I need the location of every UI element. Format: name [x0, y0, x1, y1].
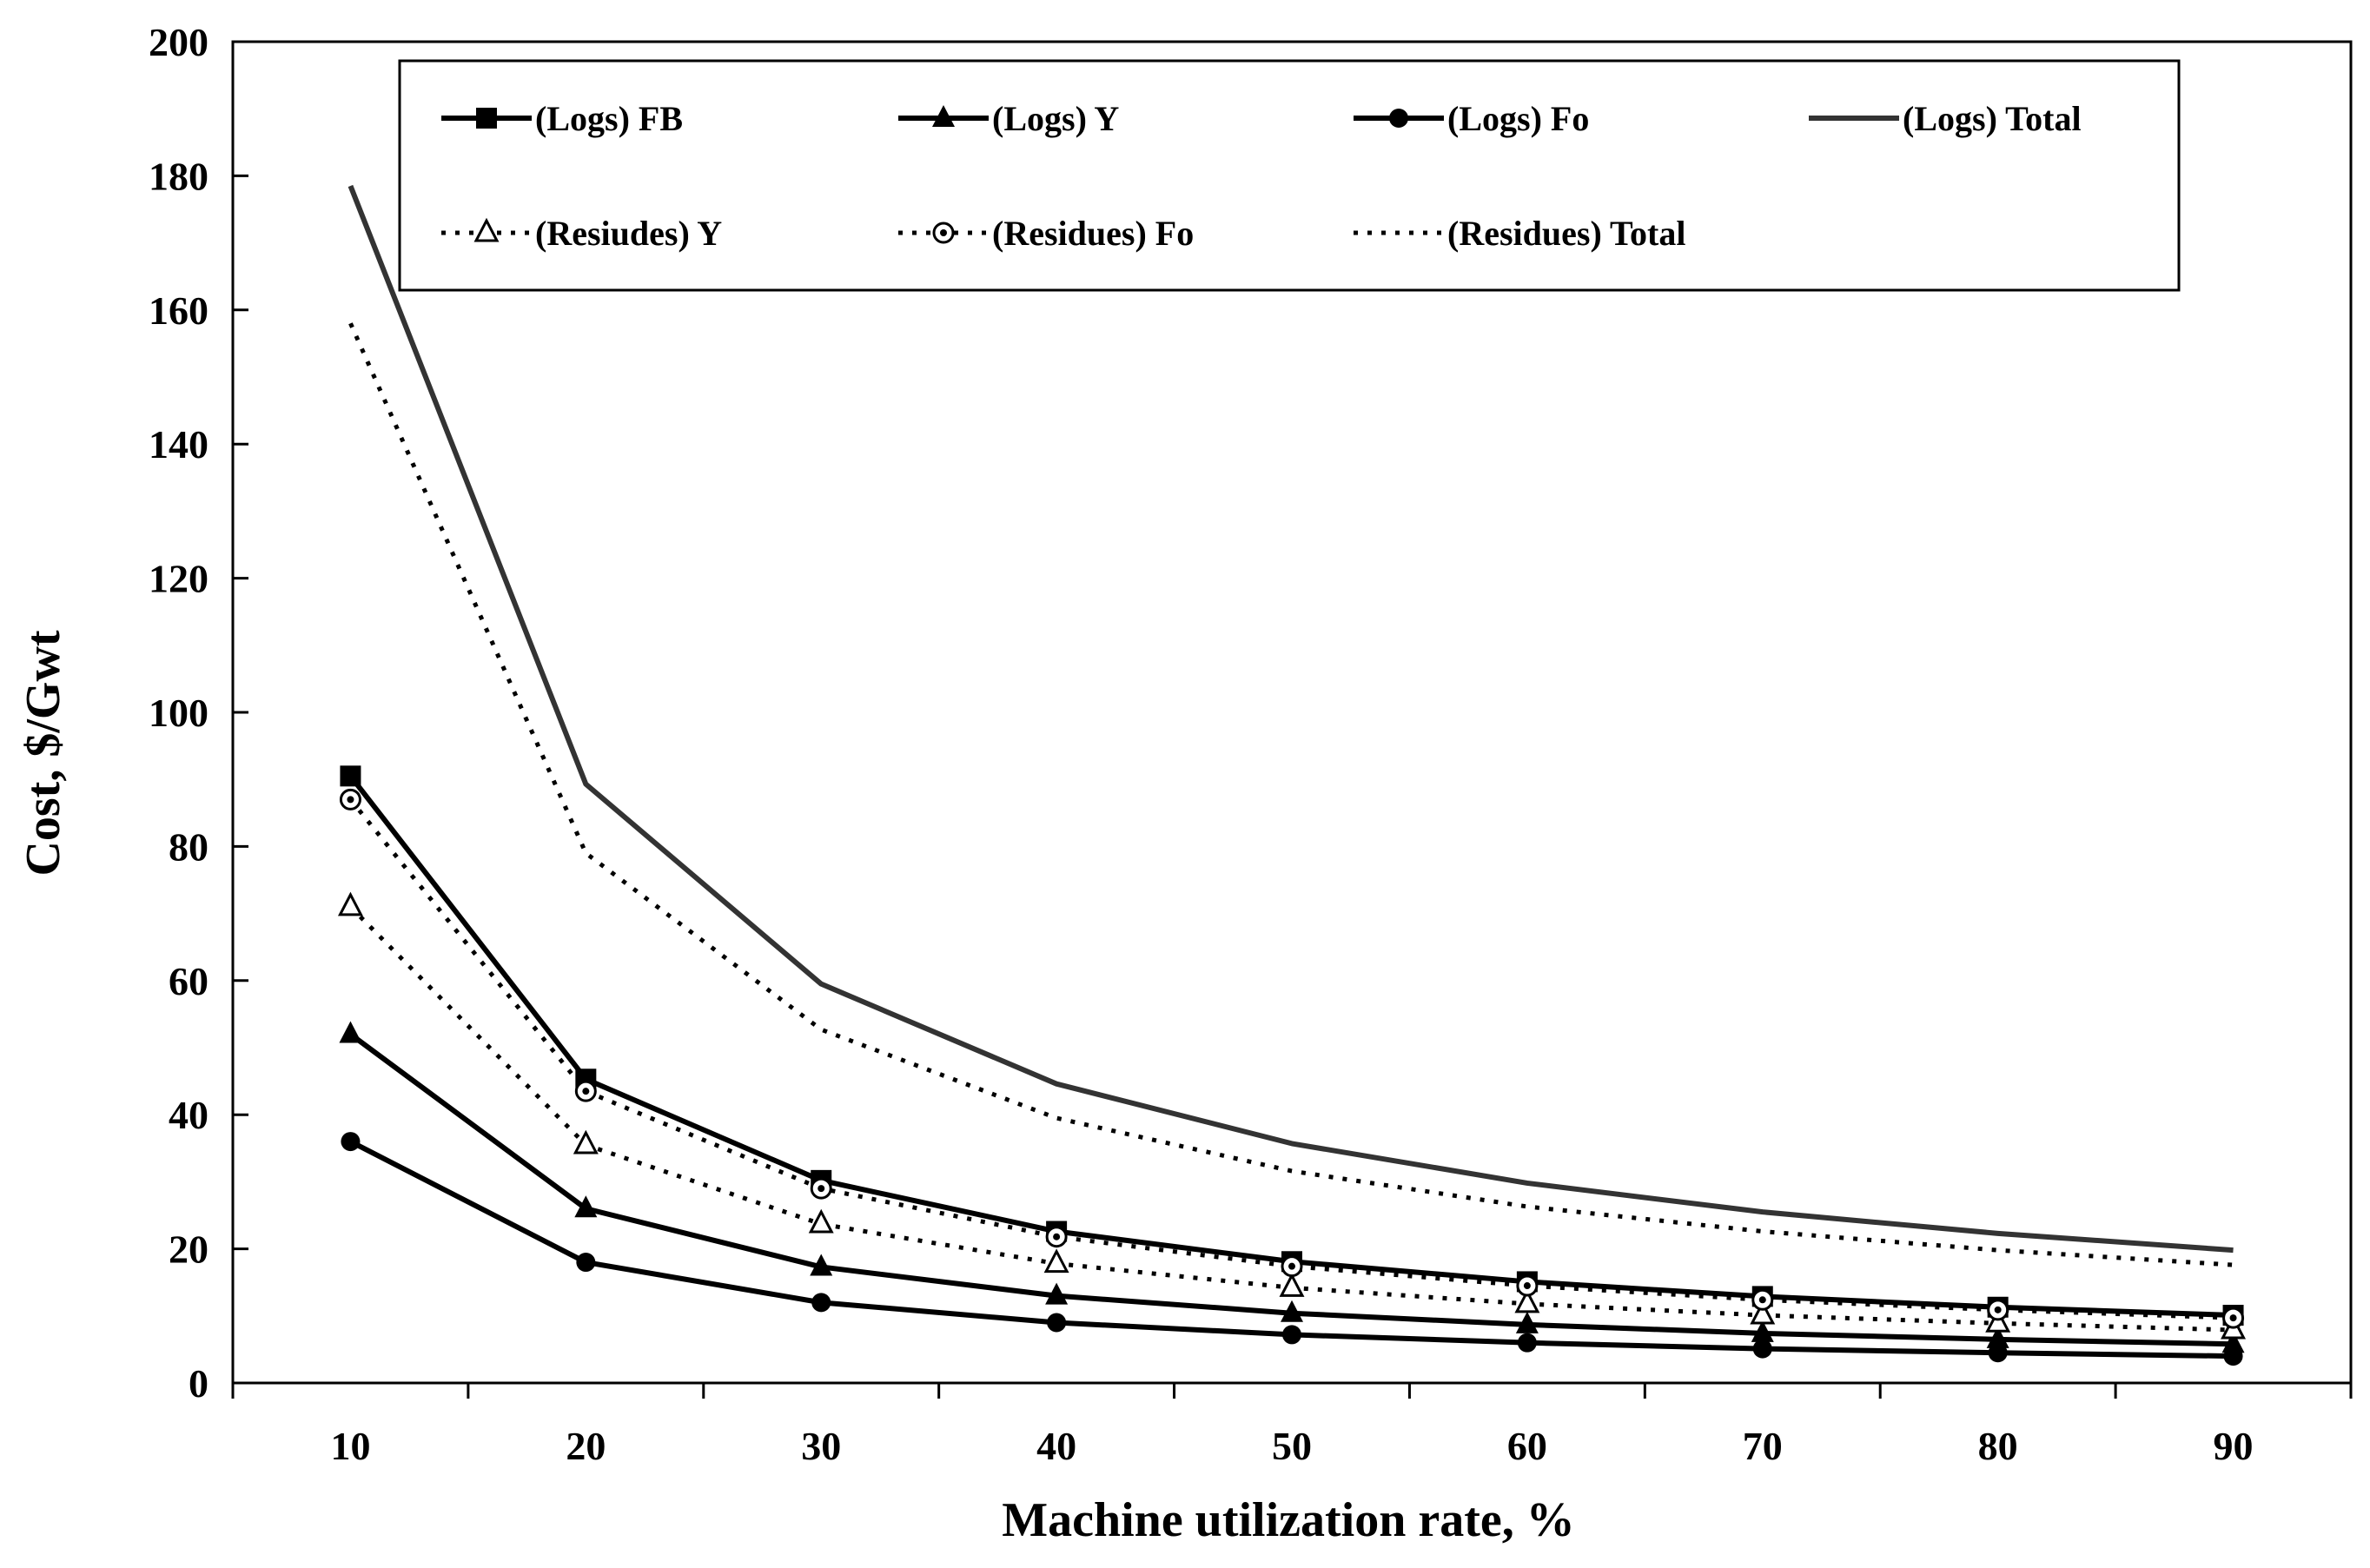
- series-line: [349, 1139, 2234, 1360]
- axes: 0 20 40 60 80 100 120 140 160 180 200 10 20 30 40 50 60 7…: [149, 20, 2353, 1468]
- series-residues-fo: [339, 788, 2245, 1329]
- legend: (Logs) FB (Logs) Y (Logs) Fo (Logs) Total (R…: [398, 59, 2181, 292]
- data-point: [1282, 1325, 1301, 1345]
- data-point: [1281, 1255, 1303, 1278]
- y-tick-label: 60: [169, 959, 209, 1003]
- data-point: [810, 1177, 832, 1200]
- y-tick-label: 160: [149, 288, 209, 333]
- legend-entry-logs-fb: (Logs) FB: [441, 99, 683, 138]
- series-logs-fb: [340, 765, 2244, 1327]
- legend-marker: [932, 222, 955, 244]
- series-logs-fo: [341, 1132, 2243, 1366]
- data-point: [1986, 1326, 2009, 1348]
- x-tick-label: 70: [1743, 1424, 1783, 1468]
- x-tick-label: 60: [1507, 1424, 1547, 1468]
- series-line: [348, 184, 2234, 1254]
- legend-label: (Logs) Y: [992, 99, 1119, 138]
- data-point: [337, 891, 363, 916]
- legend-label: (Residues) Total: [1447, 214, 1686, 253]
- x-tick-label: 80: [1978, 1424, 2018, 1468]
- data-point: [1047, 1313, 1067, 1333]
- legend-entry-logs-fo: (Logs) Fo: [1354, 99, 1589, 138]
- x-tick-label: 40: [1036, 1424, 1076, 1468]
- y-tick-label: 40: [169, 1093, 209, 1137]
- x-tick-label: 50: [1272, 1424, 1312, 1468]
- data-point: [1516, 1274, 1539, 1297]
- data-point: [1279, 1273, 1305, 1297]
- legend-marker: [932, 105, 955, 127]
- y-tick-label: 20: [169, 1227, 209, 1272]
- data-point: [340, 765, 361, 787]
- data-point: [1985, 1308, 2011, 1333]
- data-point: [2222, 1307, 2245, 1329]
- y-tick-label: 100: [149, 691, 209, 735]
- y-tick-label: 80: [169, 824, 209, 869]
- data-point: [1045, 1226, 1068, 1248]
- data-point: [1043, 1248, 1069, 1274]
- data-point: [2223, 1346, 2243, 1366]
- data-point: [1517, 1333, 1537, 1353]
- data-point: [1988, 1343, 2008, 1363]
- data-point: [1281, 1300, 1303, 1322]
- series-resiudes-y: [337, 891, 2247, 1340]
- data-point: [1751, 1320, 1774, 1342]
- x-axis-title: Machine utilization rate, %: [1002, 1493, 1574, 1547]
- y-tick-label: 120: [149, 557, 209, 601]
- legend-entry-residues-fo: (Residues) Fo: [898, 214, 1194, 253]
- data-point: [810, 1254, 833, 1276]
- data-point: [576, 1253, 596, 1273]
- y-tick-label: 140: [149, 422, 209, 466]
- x-tick-label: 90: [2214, 1424, 2254, 1468]
- data-point: [1750, 1300, 1776, 1325]
- legend-marker: [473, 217, 500, 242]
- legend-marker: [1389, 109, 1408, 128]
- data-point: [1515, 1311, 1539, 1333]
- series-line: [348, 797, 2234, 1320]
- data-point: [574, 1080, 597, 1102]
- legend-label: (Logs) Total: [1903, 99, 2082, 138]
- data-point: [339, 1021, 362, 1043]
- series-line: [348, 322, 2234, 1267]
- data-point: [573, 1129, 599, 1154]
- series-logs-y: [339, 1021, 2245, 1353]
- series-residues-total: [348, 322, 2234, 1267]
- data-point: [341, 1132, 361, 1152]
- data-point: [1514, 1288, 1540, 1313]
- data-point: [574, 1195, 598, 1218]
- data-point: [811, 1293, 831, 1313]
- legend-entry-resiudes-y: (Resiudes) Y: [441, 214, 722, 253]
- legend-entry-logs-total: (Logs) Total: [1809, 99, 2082, 138]
- legend-marker: [476, 108, 497, 129]
- x-tick-label: 20: [566, 1424, 606, 1468]
- y-tick-label: 0: [189, 1361, 209, 1406]
- x-tick-label: 30: [801, 1424, 841, 1468]
- data-point: [1751, 1288, 1774, 1311]
- data-point: [1752, 1339, 1772, 1359]
- series-line: [348, 1032, 2234, 1347]
- legend-label: (Logs) Fo: [1447, 99, 1589, 138]
- series-line: [348, 774, 2234, 1319]
- y-tick-label: 180: [149, 154, 209, 198]
- legend-label: (Resiudes) Y: [535, 214, 722, 253]
- x-tick-label: 10: [330, 1424, 370, 1468]
- y-tick-label: 200: [149, 20, 209, 64]
- legend-entry-residues-total: (Residues) Total: [1354, 214, 1686, 253]
- data-point: [2221, 1331, 2245, 1353]
- legend-box: [398, 59, 2181, 292]
- data-point: [1987, 1299, 2009, 1321]
- series-layer: [337, 184, 2247, 1366]
- y-axis-title: Cost, $/Gwt: [17, 630, 70, 876]
- legend-label: (Residues) Fo: [992, 214, 1194, 253]
- legend-entry-logs-y: (Logs) Y: [898, 99, 1119, 138]
- data-point: [808, 1208, 834, 1234]
- data-point: [1045, 1282, 1069, 1305]
- legend-label: (Logs) FB: [535, 99, 683, 138]
- data-point: [339, 788, 361, 810]
- series-logs-total: [348, 184, 2234, 1254]
